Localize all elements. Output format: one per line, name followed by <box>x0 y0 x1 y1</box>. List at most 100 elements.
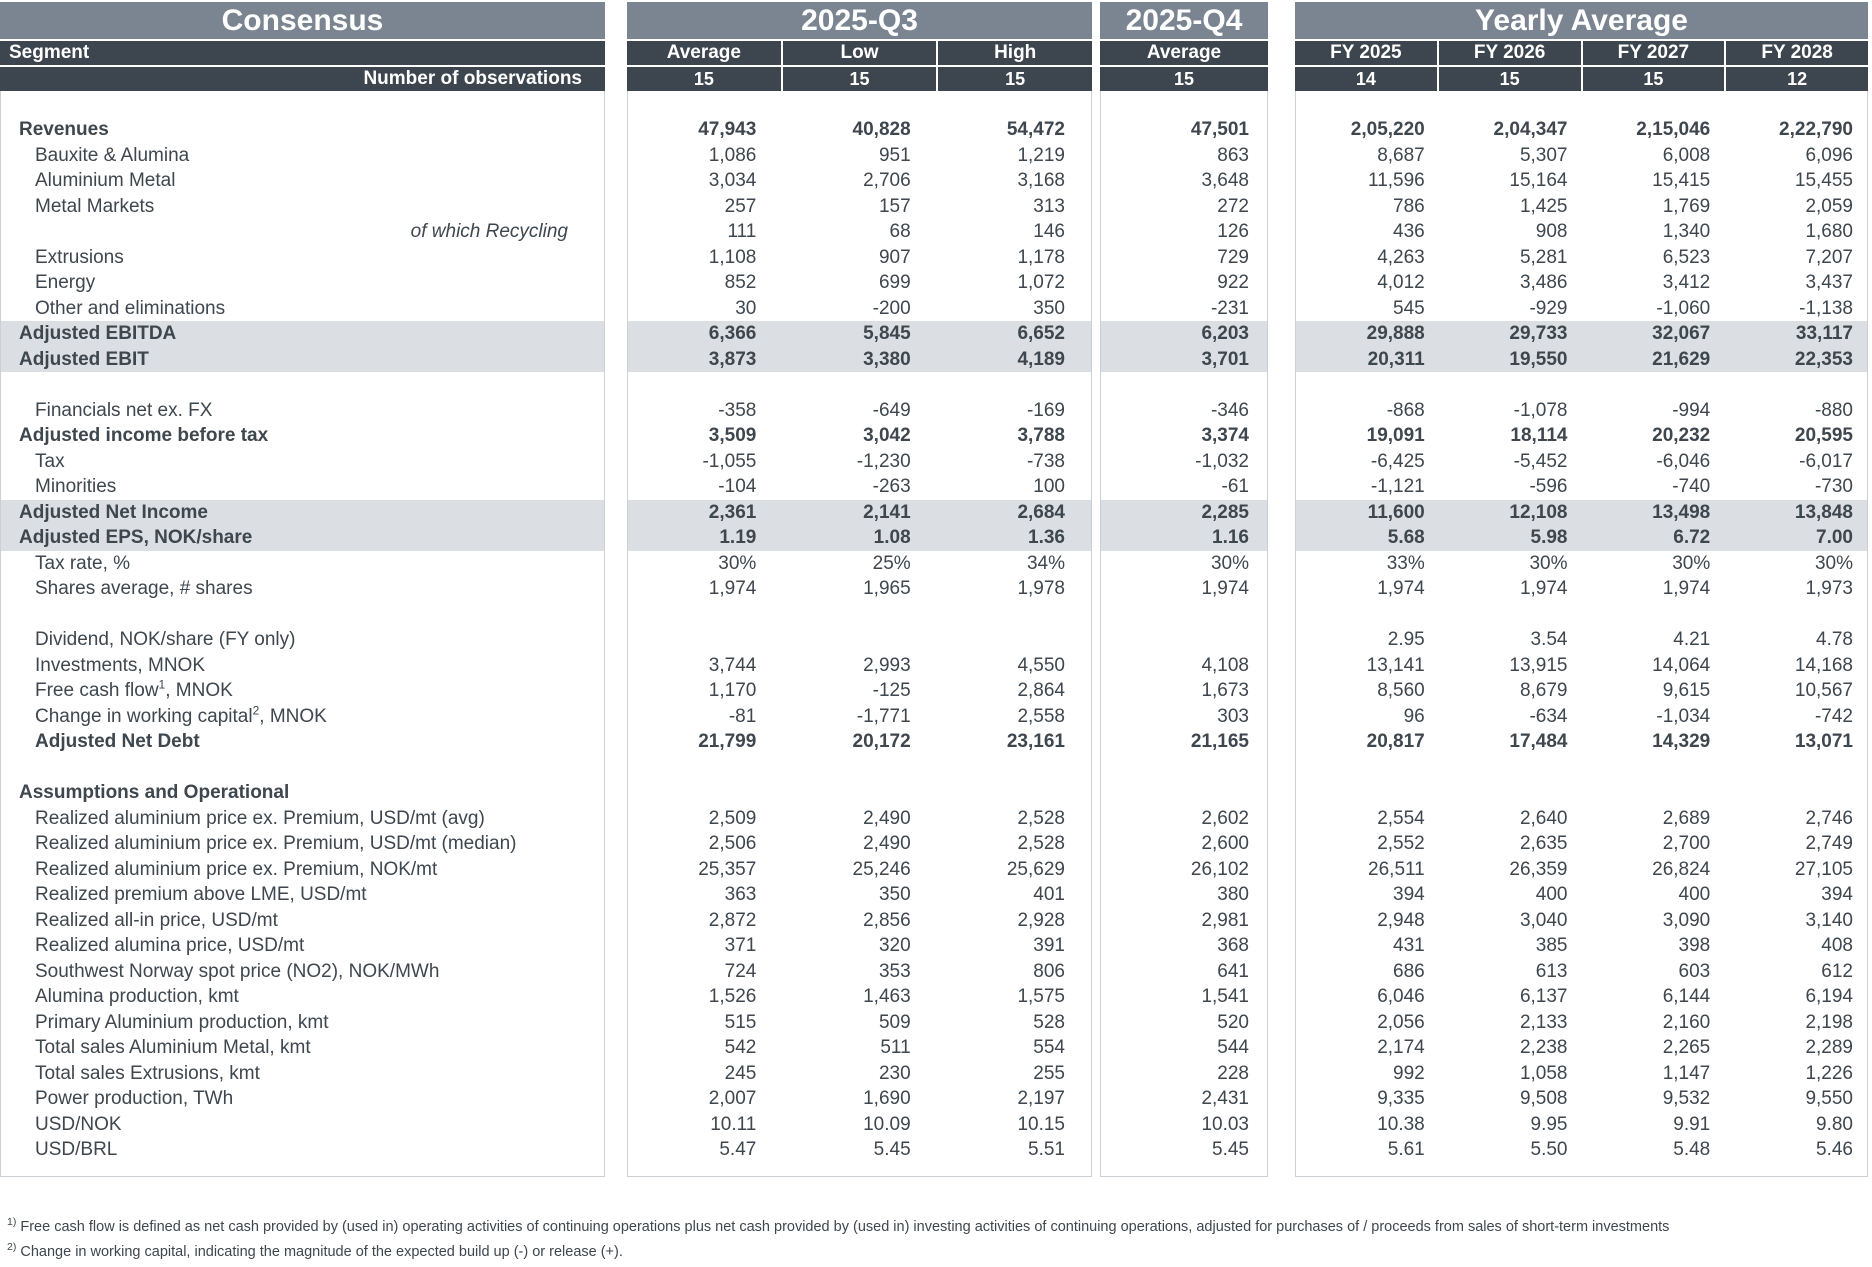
value-cell: 2,059 <box>1805 195 1853 217</box>
row-label: Change in working capital2, MNOK <box>35 703 327 727</box>
row-label: Adjusted income before tax <box>19 425 269 446</box>
value-cell: 4,012 <box>1377 272 1425 293</box>
value-cell: 3,509 <box>708 425 757 446</box>
table-row: Bauxite & Alumina <box>1 143 604 169</box>
q3-col-low: Low <box>780 41 937 65</box>
value-cell: 3,034 <box>708 170 757 191</box>
value-cell: 47,501 <box>1190 119 1249 140</box>
value-cell: 5.50 <box>1530 1139 1568 1160</box>
value-cell: 2,948 <box>1377 909 1425 931</box>
value-cell: 2,856 <box>863 909 911 931</box>
value-cell: -104 <box>718 476 757 497</box>
value-cell: 603 <box>1678 960 1711 982</box>
q4-observations-row: 15 <box>1100 67 1268 91</box>
table-row: 2,506 2,490 2,528 <box>628 831 1091 857</box>
table-row: Shares average, # shares <box>1 576 604 602</box>
value-cell: 30% <box>1529 552 1568 574</box>
value-cell: 30 <box>735 297 757 319</box>
value-cell: 2,528 <box>1017 833 1065 854</box>
value-cell: 257 <box>724 195 757 217</box>
footnote-2-text: Change in working capital, indicating th… <box>20 1244 623 1260</box>
table-row: 47,943 40,828 54,472 <box>628 117 1091 143</box>
value-cell: 13,498 <box>1652 501 1711 523</box>
row-label: USD/NOK <box>35 1113 122 1135</box>
table-row: 363 350 401 <box>628 882 1091 908</box>
row-label: Realized all-in price, USD/mt <box>35 909 278 931</box>
table-row: Metal Markets <box>1 194 604 220</box>
yearly-column-header-row: FY 2025 FY 2026 FY 2027 FY 2028 <box>1295 41 1868 65</box>
table-row: 786 1,425 1,769 2,059 <box>1296 194 1867 220</box>
table-row: -358 -649 -169 <box>628 398 1091 424</box>
table-row: 544 <box>1101 1035 1267 1061</box>
value-cell: 2,749 <box>1805 833 1853 854</box>
value-cell: -1,771 <box>856 705 911 727</box>
table-row: 126 <box>1101 219 1267 245</box>
table-row: 13,141 13,915 14,064 14,168 <box>1296 653 1867 679</box>
value-cell <box>1296 780 1439 806</box>
value-cell: 10.11 <box>710 1113 757 1135</box>
value-cell: 111 <box>727 221 757 242</box>
value-cell: 6,523 <box>1662 246 1711 268</box>
table-row: 1,673 <box>1101 678 1267 704</box>
table-row: Energy <box>1 270 604 296</box>
value-cell: 2,700 <box>1662 833 1711 854</box>
value-cell: 3,090 <box>1662 909 1711 931</box>
value-cell: 40,828 <box>852 119 911 140</box>
table-row: Power production, TWh <box>1 1086 604 1112</box>
row-label: Extrusions <box>35 246 124 268</box>
value-cell: 613 <box>1535 960 1568 982</box>
table-row: Revenues <box>1 117 604 143</box>
table-row: Southwest Norway spot price (NO2), NOK/M… <box>1 959 604 985</box>
value-cell: -634 <box>1529 705 1568 727</box>
value-cell: 1,058 <box>1519 1062 1568 1084</box>
row-label: Shares average, # shares <box>35 578 253 599</box>
q4-col-average: Average <box>1146 42 1222 63</box>
value-cell: 2,509 <box>708 807 757 829</box>
value-cell: 5.51 <box>1028 1139 1065 1160</box>
table-row: 21,799 20,172 23,161 <box>628 729 1091 755</box>
value-cell: 1,974 <box>1377 578 1425 599</box>
value-cell: 2,872 <box>708 909 757 931</box>
value-cell: 22,353 <box>1794 348 1853 370</box>
value-cell: 13,915 <box>1509 654 1568 676</box>
value-cell: 21,165 <box>1190 731 1249 752</box>
value-cell: 6.72 <box>1673 527 1711 548</box>
table-row: -346 <box>1101 398 1267 424</box>
row-label: Primary Aluminium production, kmt <box>35 1011 329 1033</box>
row-label: Other and eliminations <box>35 297 226 319</box>
table-row <box>1296 780 1867 806</box>
value-cell: 3,040 <box>1519 909 1568 931</box>
value-cell: -994 <box>1672 399 1711 421</box>
value-cell: 14,064 <box>1652 654 1711 676</box>
row-label: Adjusted EBITDA <box>19 323 177 344</box>
value-cell: 3,788 <box>1017 425 1065 446</box>
value-cell: 27,105 <box>1794 858 1853 880</box>
value-cell: -740 <box>1672 476 1711 497</box>
table-row: 2,600 <box>1101 831 1267 857</box>
value-cell: 5.68 <box>1387 527 1425 548</box>
row-label: Power production, TWh <box>35 1088 234 1109</box>
row-label: Total sales Extrusions, kmt <box>35 1062 260 1084</box>
value-cell: -61 <box>1221 476 1249 497</box>
value-cell: -358 <box>718 399 757 421</box>
value-cell: 391 <box>1033 935 1065 956</box>
value-cell: 6,008 <box>1662 144 1711 166</box>
value-cell: 3,648 <box>1201 170 1249 191</box>
value-cell: 5,281 <box>1519 246 1568 268</box>
table-row <box>1 755 604 781</box>
value-cell: 3,486 <box>1519 272 1568 293</box>
table-row: -6,425 -5,452 -6,046 -6,017 <box>1296 449 1867 475</box>
table-row: Realized premium above LME, USD/mt <box>1 882 604 908</box>
value-cell: 5,845 <box>863 323 911 344</box>
table-row: 26,102 <box>1101 857 1267 883</box>
row-label: Realized aluminium price ex. Premium, NO… <box>35 858 438 880</box>
value-cell: 2,04,347 <box>1493 119 1568 140</box>
value-cell: 14,329 <box>1652 731 1711 752</box>
value-cell: 2,490 <box>863 807 911 829</box>
value-cell: 25,629 <box>1006 858 1065 880</box>
table-row: 2,602 <box>1101 806 1267 832</box>
table-row: -61 <box>1101 474 1267 500</box>
value-cell: 13,071 <box>1794 731 1853 752</box>
value-cell: 18,114 <box>1510 425 1568 446</box>
table-row: 368 <box>1101 933 1267 959</box>
